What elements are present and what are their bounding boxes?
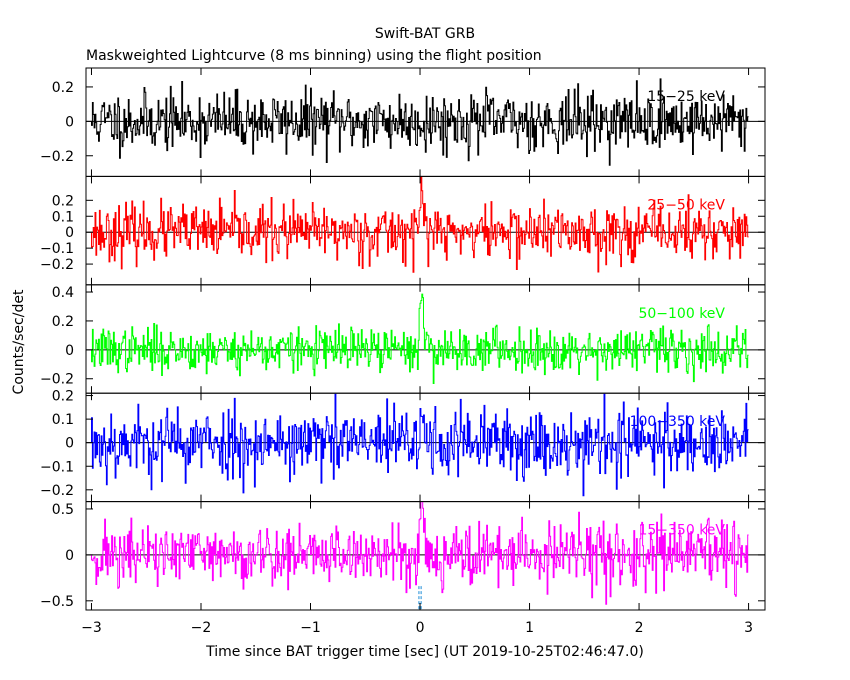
x-axis-label: Time since BAT trigger time [sec] (UT 20… [205,644,644,660]
y-tick-label: 0.1 [52,209,74,225]
lightcurve-series [91,501,749,605]
panels-group: −0.200.215−25 keV−0.2−0.100.10.2 25−50 ke… [40,67,766,611]
y-tick-label: 0.5 [52,502,74,518]
y-tick-label: 0.2 [52,389,74,405]
y-axis-label: Counts/sec/det [11,289,27,394]
band-label: 15−25 keV [647,89,725,105]
lightcurve-series [91,393,749,497]
chart-title: Swift-BAT GRB [375,26,475,42]
y-tick-label: 0.2 [52,193,74,209]
y-tick-label: −0.1 [40,241,74,257]
band-label: 25−50 keV [647,197,725,213]
y-tick-label: 0 [65,548,74,564]
y-tick-label: 0 [65,343,74,359]
panel-1: −0.2−0.100.10.2 25−50 keV [40,175,766,286]
y-tick-label: 0.2 [52,314,74,330]
panel-2: −0.2 0 0.2 0.4 50−100 keV [40,284,766,394]
y-tick-label: −0.2 [40,483,74,499]
band-label: 15−350 keV [638,523,725,539]
lightcurve-series [91,176,749,273]
y-tick-label: −0.2 [40,257,74,273]
lightcurve-series [91,293,749,384]
lightcurve-series [91,78,749,166]
x-tick-label: −1 [300,620,321,636]
y-tick-label: −0.1 [40,459,74,475]
panel-4: −0.5 0 0.5 15−350 keV [40,501,766,611]
x-tick-label: 0 [416,620,425,636]
y-tick-label: −0.2 [40,149,74,165]
y-tick-label: 0 [65,114,74,130]
y-tick-label: 0 [65,436,74,452]
panel-0: −0.2 0 0.2 15−25 keV [40,67,766,177]
panel-frame [85,501,766,611]
y-tick-label: 0.1 [52,412,74,428]
y-tick-label: −0.2 [40,372,74,388]
x-tick-label: 3 [744,620,753,636]
x-tick-label: 1 [525,620,534,636]
y-tick-label: −0.5 [40,594,74,610]
band-label: 50−100 keV [638,306,725,322]
panel-3: −0.2 −0.1 0 0.1 0.2 100−350 keV [40,389,766,503]
x-tick-label: −2 [191,620,212,636]
y-tick-label: 0.4 [52,285,74,301]
y-tick-label: 0.2 [52,80,74,96]
y-tick-label: 0 [65,225,74,241]
chart-subtitle: Maskweighted Lightcurve (8 ms binning) u… [86,48,542,64]
band-label: 100−350 keV [630,414,726,430]
x-tick-label: −3 [81,620,102,636]
x-tick-label: 2 [635,620,644,636]
x-axis: −3 −2 −1 0 1 2 3 [81,620,753,636]
